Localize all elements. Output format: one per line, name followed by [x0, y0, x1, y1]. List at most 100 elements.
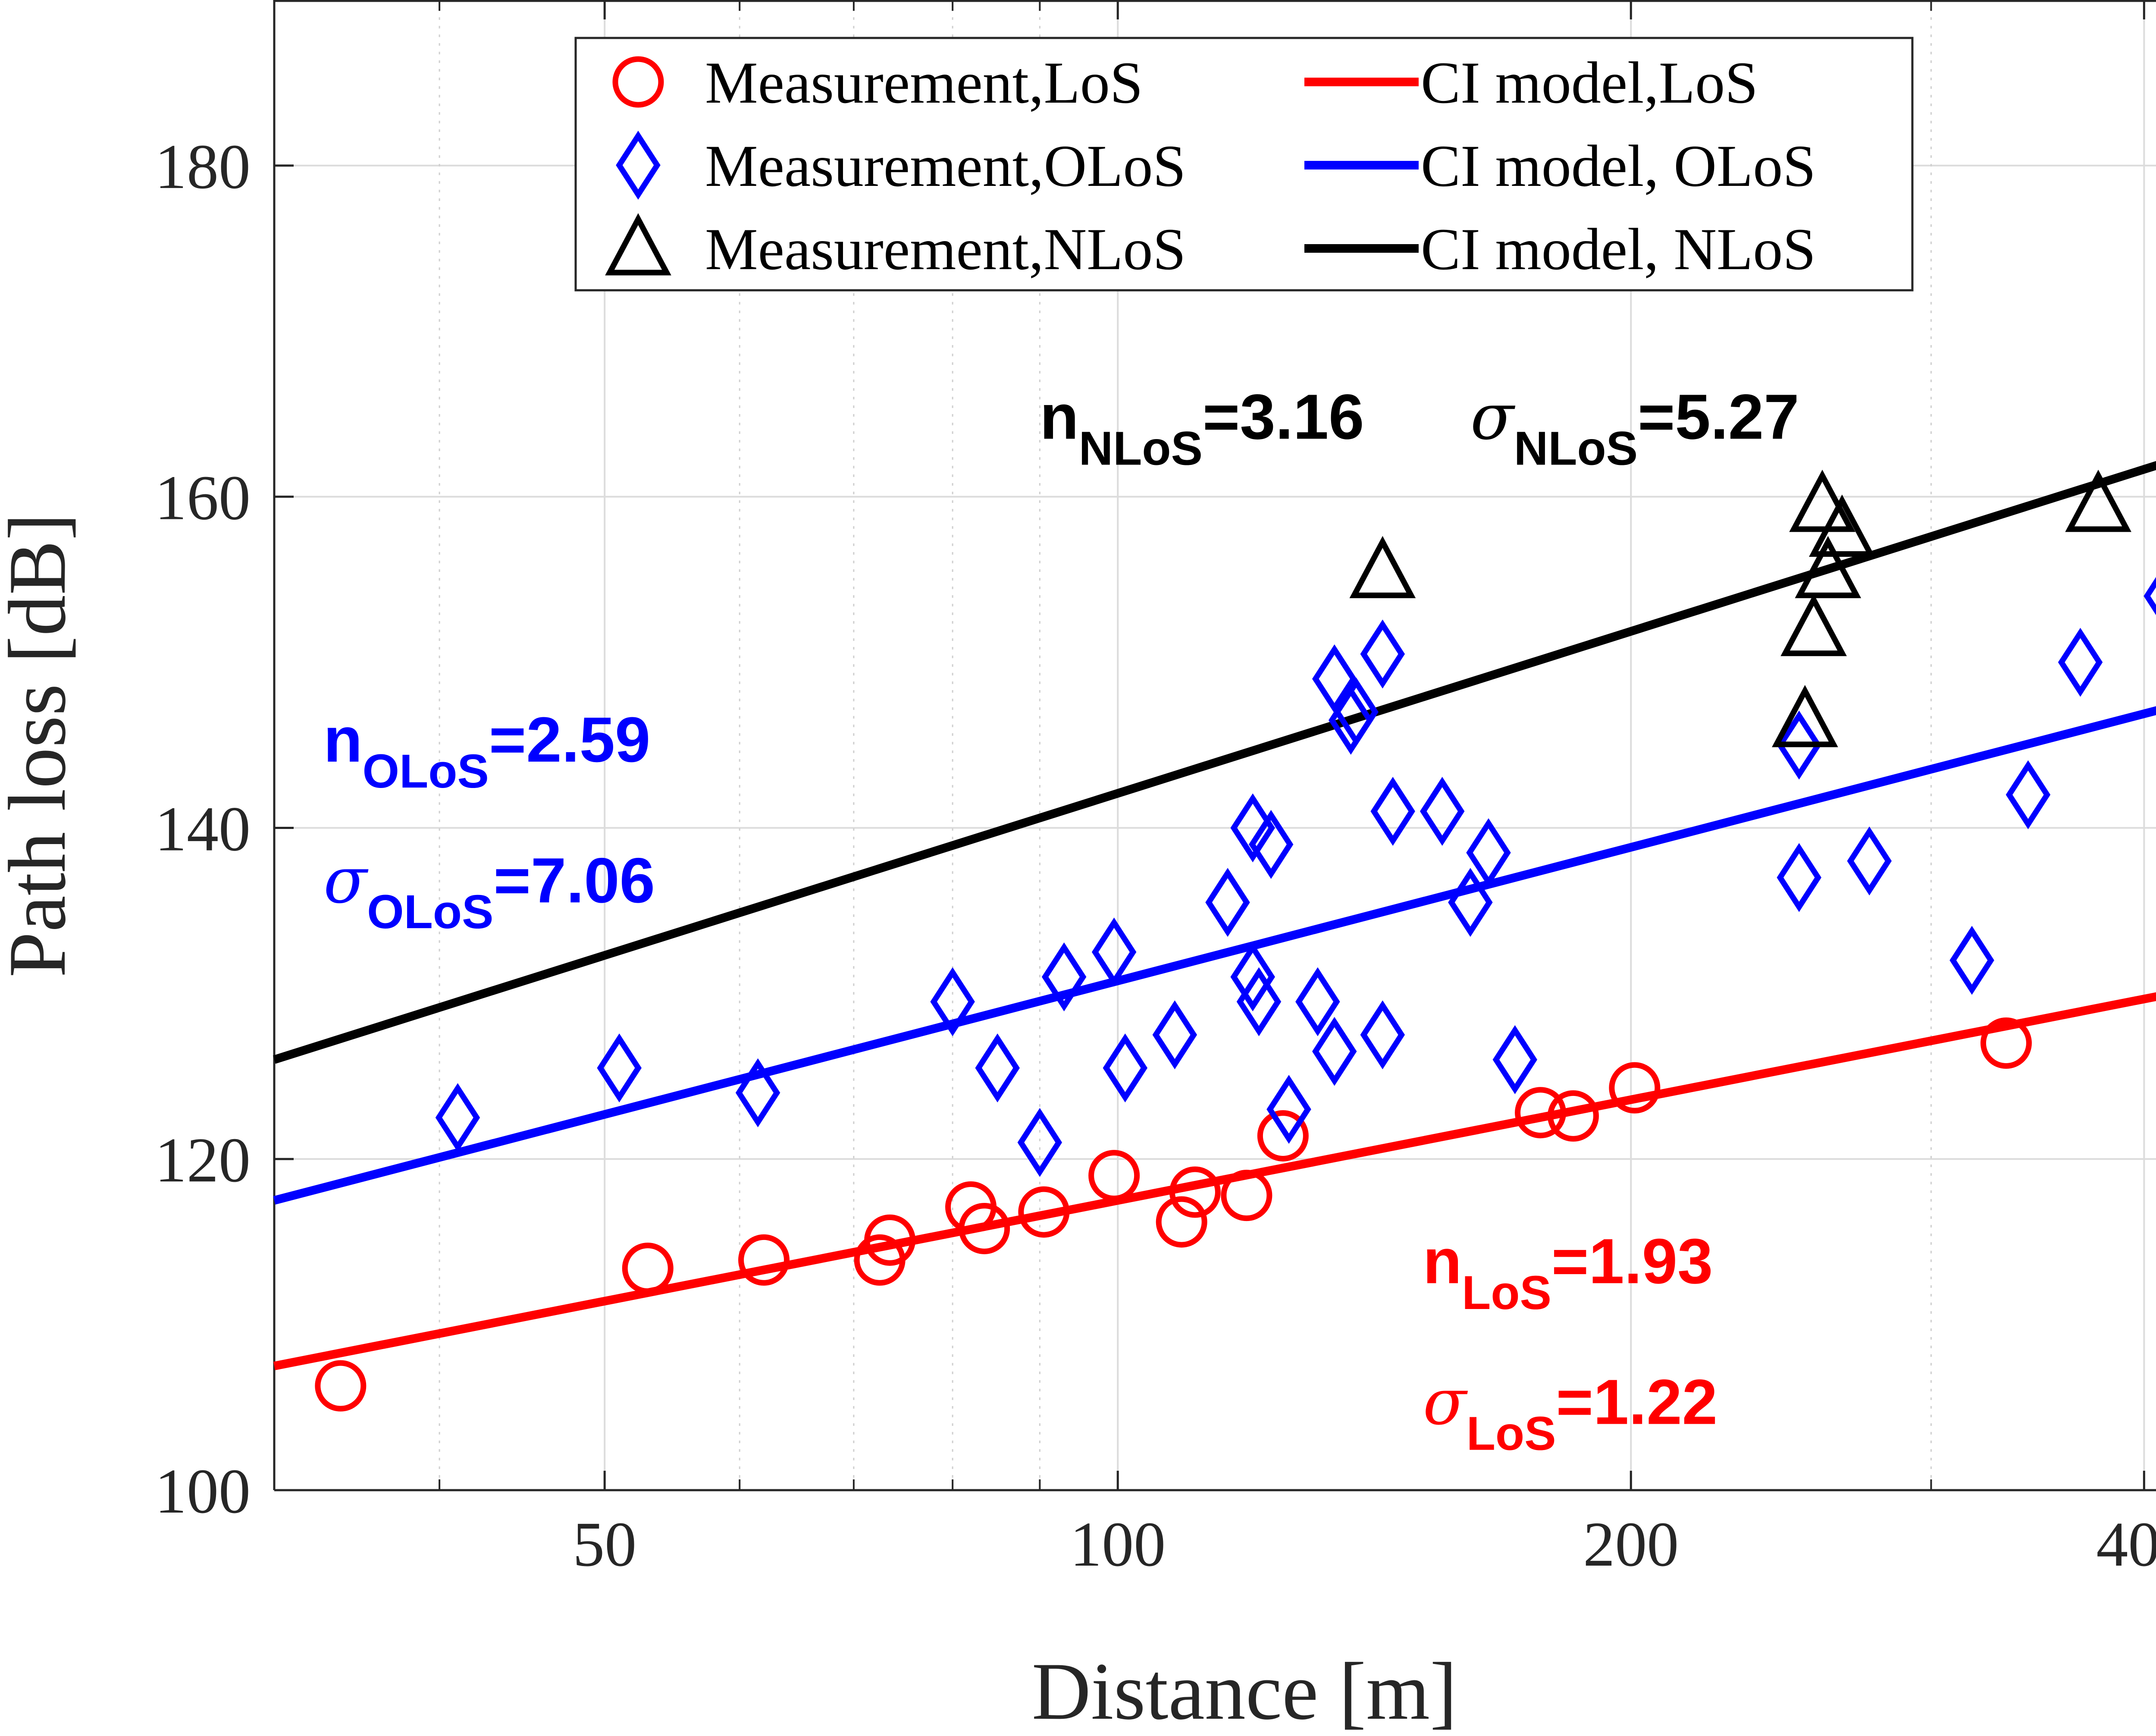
legend-marker: [605, 213, 671, 276]
olos-point: [735, 1058, 780, 1127]
olos-point: [1205, 868, 1250, 937]
model-line: [273, 992, 2156, 1370]
annotation-n-los: nLoS=1.93: [1423, 1226, 1713, 1319]
legend-label: Measurement,NLoS: [705, 216, 1186, 282]
nlos-point: [1795, 536, 1861, 598]
olos-point: [1091, 917, 1137, 987]
legend-label: Measurement,OLoS: [705, 133, 1186, 199]
olos-point: [975, 1033, 1020, 1103]
olos-point: [1152, 1000, 1197, 1070]
los-point: [1547, 1090, 1599, 1142]
olos-point: [1248, 810, 1294, 879]
legend-label: Measurement,LoS: [705, 50, 1143, 116]
olos-point: [1448, 868, 1493, 937]
olos-point: [2143, 577, 2156, 615]
annotation-value: =1.22: [1556, 1366, 1717, 1438]
nlos-point: [1809, 494, 1875, 557]
annotation-base: σ: [1470, 380, 1516, 454]
annotation-sub: OLoS: [363, 745, 489, 798]
annotation-sigma-nlos: σNLoS=5.27: [1470, 380, 1799, 475]
los-point: [1088, 1150, 1140, 1202]
legend: Measurement,LoS Measurement,OLoS Measureme…: [574, 37, 1914, 292]
annotation-sub: OLoS: [367, 885, 493, 939]
model-lines: [273, 461, 2156, 1370]
model-line: [273, 461, 2156, 1064]
measurement-markers: [315, 470, 2156, 1412]
y-tick-label: 160: [155, 463, 251, 534]
annotation-sub: NLoS: [1079, 422, 1203, 475]
model-line: [273, 706, 2156, 1205]
los-point: [738, 1234, 790, 1286]
legend-label: CI model, OLoS: [1421, 133, 1816, 199]
los-point: [864, 1214, 916, 1266]
nlos-point: [1349, 536, 1416, 598]
olos-point: [1312, 1017, 1357, 1086]
los-point: [315, 1360, 367, 1412]
olos-point: [1041, 942, 1087, 1011]
olos-point: [2006, 760, 2051, 829]
olos-point: [435, 1083, 480, 1152]
los-point: [1515, 1087, 1567, 1139]
annotation-base: σ: [323, 843, 369, 917]
model-annotations: nNLoS=3.16 σNLoS=5.27nOLoS=2.59σOLoS=7.06…: [323, 380, 1799, 1460]
olos-point: [1266, 1075, 1311, 1144]
nlos-point: [1772, 685, 1838, 747]
olos-point: [597, 1033, 642, 1103]
annotation-base: n: [1040, 381, 1078, 452]
annotation-sub: NLoS: [1514, 422, 1638, 475]
nlos-point: [1789, 470, 1855, 532]
olos-point: [1370, 777, 1415, 846]
y-tick-label: 140: [155, 794, 251, 864]
los-point: [622, 1243, 674, 1294]
y-tick-label: 180: [155, 132, 251, 202]
annotation-value: =7.06: [494, 845, 655, 916]
olos-point: [1949, 926, 1994, 995]
olos-point: [1312, 644, 1357, 713]
los-point: [1980, 1017, 2032, 1069]
olos-point: [1777, 843, 1822, 912]
legend-box: [574, 37, 1914, 292]
legend-label: CI model, NLoS: [1421, 216, 1816, 282]
annotation-sigma-los: σLoS=1.22: [1423, 1365, 1717, 1460]
olos-point: [1847, 826, 1892, 896]
annotation-value: =2.59: [489, 704, 650, 775]
axes: 50 100 200 400 100 120 140 160 180: [155, 0, 2156, 1580]
annotation-sub: LoS: [1467, 1407, 1556, 1460]
annotation-sub: LoS: [1462, 1266, 1551, 1319]
annotation-value: =1.93: [1551, 1226, 1713, 1297]
x-axis-label: Distance [m]: [1032, 1646, 1457, 1736]
olos-point: [930, 967, 975, 1036]
annotation-n-nlos: nNLoS=3.16: [1040, 381, 1364, 475]
legend-label: CI model,LoS: [1421, 50, 1758, 116]
los-point: [959, 1202, 1010, 1254]
los-point: [1156, 1196, 1207, 1248]
legend-marker: [612, 56, 664, 108]
annotation-sigma-olos: σOLoS=7.06: [323, 843, 655, 939]
olos-point: [1492, 1025, 1538, 1094]
olos-point: [1230, 793, 1275, 863]
los-point: [1609, 1062, 1661, 1114]
legend-marker: [616, 131, 661, 200]
olos-point: [1236, 967, 1282, 1036]
x-tick-label: 200: [1583, 1509, 1679, 1580]
olos-point: [1334, 677, 1379, 747]
nlos-point: [2065, 470, 2131, 532]
annotation-base: σ: [1423, 1365, 1468, 1439]
annotation-base: n: [1423, 1226, 1462, 1297]
olos-point: [1466, 818, 1511, 887]
los-point: [1257, 1110, 1309, 1162]
olos-point: [1420, 777, 1465, 846]
olos-point: [1103, 1033, 1148, 1103]
x-tick-label: 50: [573, 1509, 636, 1580]
x-tick-label: 400: [2096, 1509, 2156, 1580]
y-axis-label: Path loss [dB]: [0, 513, 83, 978]
los-point: [1169, 1166, 1221, 1218]
annotation-base: n: [323, 704, 362, 775]
olos-point: [1295, 967, 1340, 1036]
olos-point: [1360, 619, 1405, 689]
olos-point: [1360, 1000, 1405, 1070]
x-tick-label: 100: [1070, 1509, 1166, 1580]
los-point: [1018, 1186, 1070, 1238]
olos-point: [2058, 628, 2103, 697]
